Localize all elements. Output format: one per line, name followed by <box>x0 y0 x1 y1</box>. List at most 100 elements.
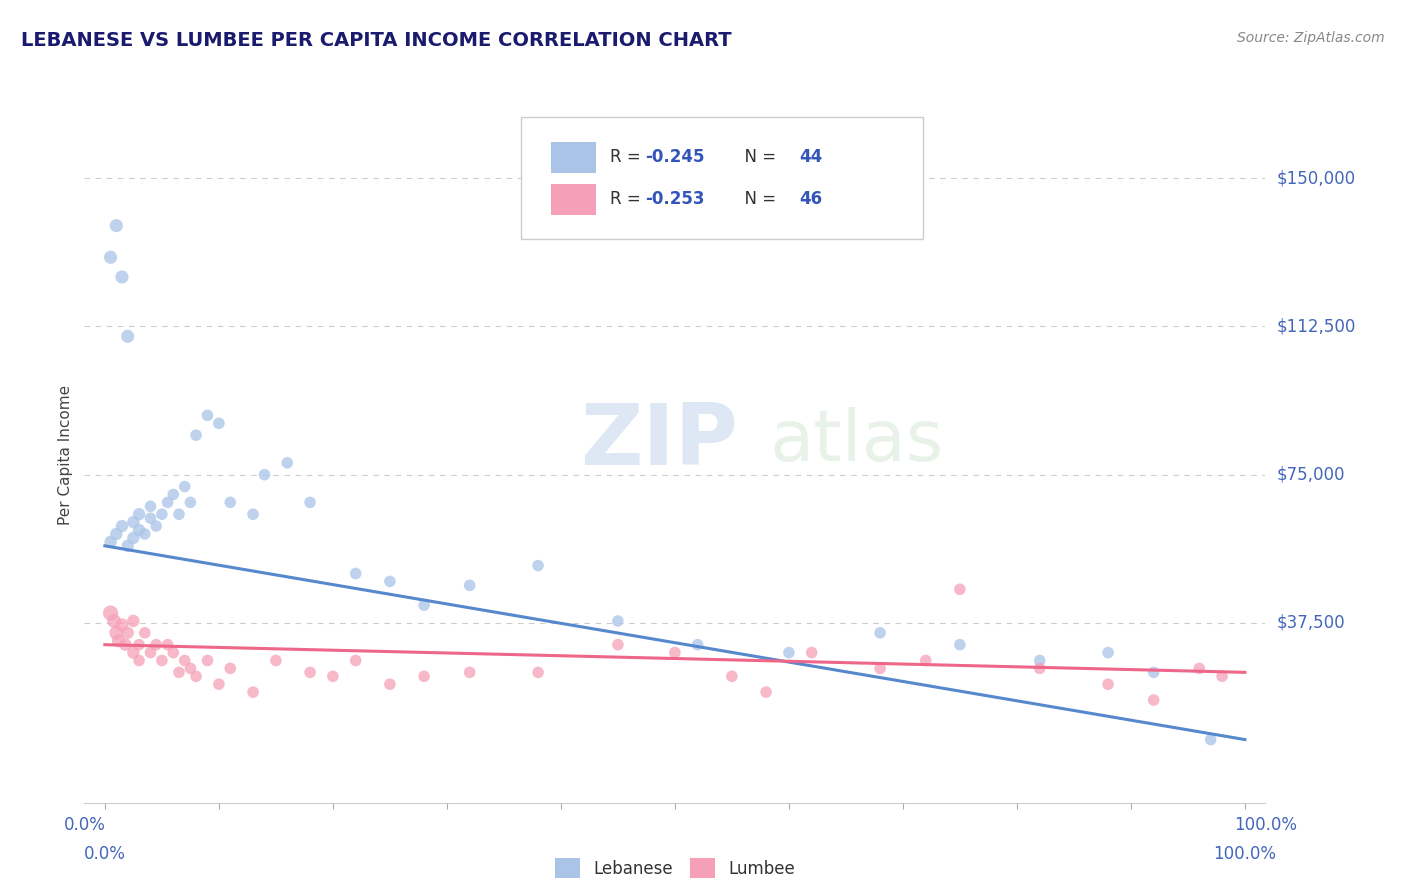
Text: -0.245: -0.245 <box>645 148 704 166</box>
Point <box>208 677 231 691</box>
Point <box>1143 693 1166 707</box>
Point <box>755 685 778 699</box>
Point <box>778 646 800 660</box>
Text: $150,000: $150,000 <box>1277 169 1355 187</box>
Point <box>100 535 122 549</box>
Point <box>378 677 401 691</box>
Point <box>173 653 195 667</box>
Point <box>869 661 891 675</box>
Point <box>219 495 242 509</box>
Point <box>197 409 219 423</box>
Point <box>1199 732 1222 747</box>
Point <box>219 661 242 675</box>
Point <box>139 500 162 514</box>
Point <box>242 685 264 699</box>
Point <box>122 614 145 628</box>
Point <box>117 539 139 553</box>
Point <box>458 665 481 680</box>
Point <box>128 638 150 652</box>
Point <box>1028 661 1050 675</box>
Point <box>322 669 344 683</box>
Point <box>111 519 134 533</box>
Point <box>134 625 156 640</box>
Text: 0.0%: 0.0% <box>84 845 125 863</box>
Point <box>103 614 125 628</box>
Point <box>179 661 201 675</box>
Point <box>1211 669 1233 683</box>
Point <box>184 428 207 442</box>
Point <box>197 653 219 667</box>
Point <box>664 646 686 660</box>
Point <box>721 669 744 683</box>
Point <box>527 558 550 573</box>
Text: 100.0%: 100.0% <box>1213 845 1277 863</box>
Text: 46: 46 <box>799 190 823 208</box>
Point <box>145 519 167 533</box>
Point <box>208 417 231 431</box>
Text: $112,500: $112,500 <box>1277 318 1355 335</box>
Point <box>162 487 184 501</box>
Point <box>242 507 264 521</box>
Point <box>869 625 891 640</box>
Text: atlas: atlas <box>769 407 943 475</box>
Point <box>173 479 195 493</box>
Point <box>949 582 972 597</box>
Point <box>264 653 287 667</box>
Point <box>413 598 436 612</box>
FancyBboxPatch shape <box>551 142 596 173</box>
Point <box>378 574 401 589</box>
Point <box>167 665 190 680</box>
Point <box>344 653 367 667</box>
Text: ZIP: ZIP <box>581 400 738 483</box>
Point <box>128 653 150 667</box>
Point <box>686 638 709 652</box>
Text: 44: 44 <box>799 148 823 166</box>
Point <box>1028 653 1050 667</box>
Point <box>128 507 150 521</box>
Point <box>100 606 122 620</box>
Point <box>105 527 128 541</box>
Text: N =: N = <box>734 190 782 208</box>
Text: Source: ZipAtlas.com: Source: ZipAtlas.com <box>1237 31 1385 45</box>
Point <box>156 638 179 652</box>
Point <box>344 566 367 581</box>
Text: R =: R = <box>610 190 645 208</box>
Point <box>105 219 128 233</box>
Point <box>949 638 972 652</box>
Text: R =: R = <box>610 148 645 166</box>
Text: N =: N = <box>734 148 782 166</box>
Point <box>134 527 156 541</box>
Point <box>156 495 179 509</box>
Y-axis label: Per Capita Income: Per Capita Income <box>58 384 73 525</box>
Text: -0.253: -0.253 <box>645 190 704 208</box>
Text: 100.0%: 100.0% <box>1234 816 1296 834</box>
Point <box>145 638 167 652</box>
Point <box>299 495 322 509</box>
Point <box>276 456 298 470</box>
Point <box>107 633 129 648</box>
Point <box>184 669 207 683</box>
Point <box>139 646 162 660</box>
Point <box>800 646 823 660</box>
Point <box>606 614 628 628</box>
Point <box>167 507 190 521</box>
Point <box>122 646 145 660</box>
Point <box>139 511 162 525</box>
Point <box>413 669 436 683</box>
Point <box>128 523 150 537</box>
Text: 0.0%: 0.0% <box>63 816 105 834</box>
Point <box>253 467 276 482</box>
Point <box>150 507 173 521</box>
Text: $37,500: $37,500 <box>1277 614 1346 632</box>
Point <box>105 625 128 640</box>
Point <box>527 665 550 680</box>
Legend: Lebanese, Lumbee: Lebanese, Lumbee <box>548 851 801 885</box>
Text: LEBANESE VS LUMBEE PER CAPITA INCOME CORRELATION CHART: LEBANESE VS LUMBEE PER CAPITA INCOME COR… <box>21 31 731 50</box>
Point <box>114 638 136 652</box>
Point <box>179 495 201 509</box>
Point <box>100 250 122 264</box>
Point <box>162 646 184 660</box>
Point <box>1097 677 1119 691</box>
Point <box>1143 665 1166 680</box>
Point <box>914 653 936 667</box>
